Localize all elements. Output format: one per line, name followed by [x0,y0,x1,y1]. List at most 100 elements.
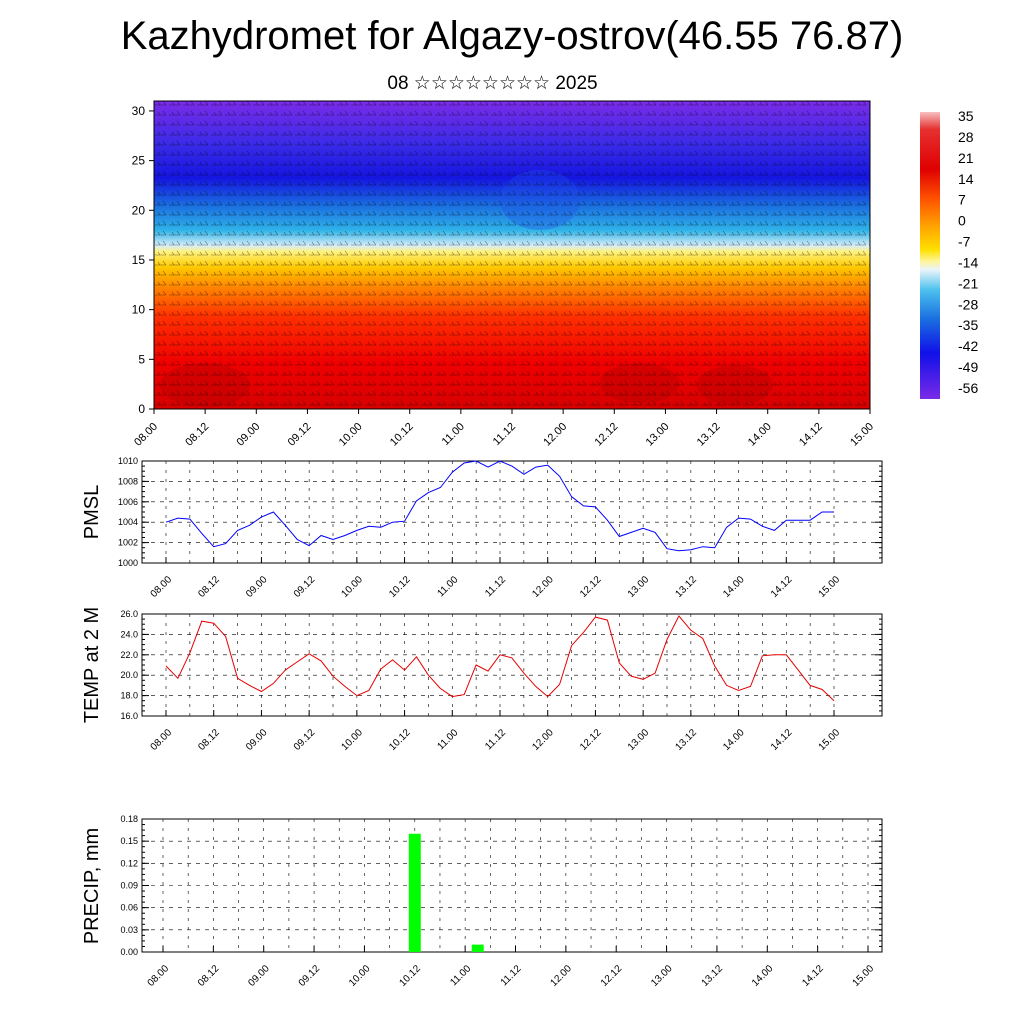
colorbar-label: -56 [958,380,978,396]
x-tick-label: 10.12 [387,574,413,600]
pmsl-y-axis: 1000 1002 1004 1006 1008 1010 [118,456,882,568]
heatmap-x-tick-label: 10.12 [388,421,416,449]
x-tick-label: 10.00 [340,727,366,753]
heatmap-y-tick-label: 30 [132,104,146,118]
x-tick-label: 12.00 [549,963,575,989]
y-tick-label: 20.0 [120,670,138,680]
heatmap-x-tick-label: 08.00 [132,421,160,449]
x-tick-label: 14.00 [750,963,776,989]
colorbar-label: -35 [958,317,978,333]
x-tick-label: 12.00 [530,574,556,600]
heatmap-panel: 0 5 10 15 20 25 30 08.00 08.12 09.00 09.12 10.00 10… [132,100,876,449]
x-tick-label: 13.12 [700,963,726,989]
y-tick-label: 0.09 [120,881,138,891]
chart-title: Kazhydromet for Algazy-ostrov(46.55 76.8… [120,14,904,58]
x-tick-label: 08.12 [196,963,222,989]
heatmap-y-tick-label: 0 [138,402,145,416]
x-tick-label: 12.12 [599,963,625,989]
precip-bar [408,833,421,952]
x-tick-label: 12.12 [578,574,604,600]
y-tick-label: 24.0 [120,629,138,639]
x-tick-label: 11.00 [448,963,473,988]
colorbar-label: -28 [958,296,978,312]
colorbar-label: -7 [958,234,971,250]
precip-panel: 0.00 0.03 0.06 0.09 0.12 0.15 0.18 08.00 08.12 0… [81,814,883,989]
temp-y-label: TEMP at 2 M [81,607,103,723]
pmsl-y-label: PMSL [81,485,103,539]
pmsl-frame [141,460,883,564]
x-tick-label: 12.12 [578,727,604,753]
colorbar-labels: 35 28 21 14 7 0 -7 -14 -21 -28 -35 -42 -49 -56 [958,108,978,396]
y-tick-label: 0.06 [120,903,138,913]
x-tick-label: 09.00 [246,963,272,989]
y-tick-label: 0.03 [120,925,138,935]
temp-frame [141,613,883,717]
heatmap-x-tick-label: 12.12 [592,421,620,449]
chart-subtitle: 08 ☆☆☆☆☆☆☆☆ 2025 [387,73,598,94]
colorbar-label: 0 [958,213,966,229]
heatmap-x-tick-label: 11.12 [491,421,518,448]
precip-bar [471,944,484,952]
x-tick-label: 08.00 [149,574,175,600]
x-tick-label: 13.00 [626,727,652,753]
x-tick-label: 11.12 [483,727,508,752]
colorbar-strip [920,112,940,399]
heatmap-y-tick-label: 5 [138,352,145,366]
y-tick-label: 1000 [118,558,138,568]
y-tick-label: 0.12 [120,858,138,868]
y-tick-label: 26.0 [120,609,138,619]
heatmap-y-tick-label: 20 [132,203,146,217]
x-tick-label: 13.12 [674,574,700,600]
heatmap-x-tick-label: 12.00 [541,421,569,449]
pmsl-series-line [165,460,834,552]
y-tick-label: 0.18 [120,814,138,824]
x-tick-label: 11.12 [499,963,524,988]
x-tick-label: 09.00 [244,727,270,753]
heatmap-y-tick-label: 15 [132,253,146,267]
heatmap-x-tick-label: 13.00 [644,421,672,449]
x-tick-label: 09.12 [292,574,318,600]
heatmap-x-tick-label: 14.12 [797,421,825,449]
x-tick-label: 08.00 [149,727,175,753]
x-tick-label: 09.12 [297,963,323,989]
x-tick-label: 14.12 [769,574,795,600]
x-tick-label: 10.12 [397,963,423,989]
colorbar: 35 28 21 14 7 0 -7 -14 -21 -28 -35 -42 -49 -56 [920,108,978,399]
x-tick-label: 13.00 [649,963,675,989]
colorbar-label: -14 [958,254,978,270]
x-tick-label: 09.00 [244,574,270,600]
x-tick-label: 14.12 [769,727,795,753]
precip-y-label: PRECIP, mm [81,828,103,944]
y-tick-label: 1004 [118,517,138,527]
x-tick-label: 09.12 [292,727,318,753]
colorbar-label: 35 [958,108,974,124]
y-tick-label: 1002 [118,538,138,548]
x-tick-label: 08.12 [196,574,222,600]
temp-y-axis: 16.0 18.0 20.0 22.0 24.0 26.0 [120,609,882,721]
x-tick-label: 15.00 [817,574,843,600]
precip-grid [142,818,882,953]
colorbar-label: -49 [958,359,978,375]
x-tick-label: 14.12 [800,963,826,989]
y-tick-label: 1008 [118,476,138,486]
colorbar-label: 21 [958,150,974,166]
colorbar-label: -42 [958,338,978,354]
x-tick-label: 11.12 [483,574,508,599]
heatmap-y-tick-label: 10 [132,303,146,317]
x-tick-label: 12.00 [530,727,556,753]
precip-y-axis: 0.00 0.03 0.06 0.09 0.12 0.15 0.18 [120,814,882,957]
heatmap-y-tick-label: 25 [132,154,146,168]
temp-series-line [165,615,835,702]
temp-grid [142,613,882,717]
y-tick-label: 16.0 [120,711,138,721]
heatmap-x-tick-label: 08.12 [183,421,211,449]
temp-panel: 16.0 18.0 20.0 22.0 24.0 26.0 08.00 08.12 09.00… [81,607,883,753]
y-tick-label: 0.00 [120,947,138,957]
x-tick-label: 15.00 [817,727,843,753]
pmsl-grid [142,460,882,564]
heatmap-x-tick-label: 15.00 [848,421,876,449]
heatmap-x-tick-label: 09.00 [234,421,262,449]
x-tick-label: 15.00 [851,963,877,989]
colorbar-label: 7 [958,192,966,208]
